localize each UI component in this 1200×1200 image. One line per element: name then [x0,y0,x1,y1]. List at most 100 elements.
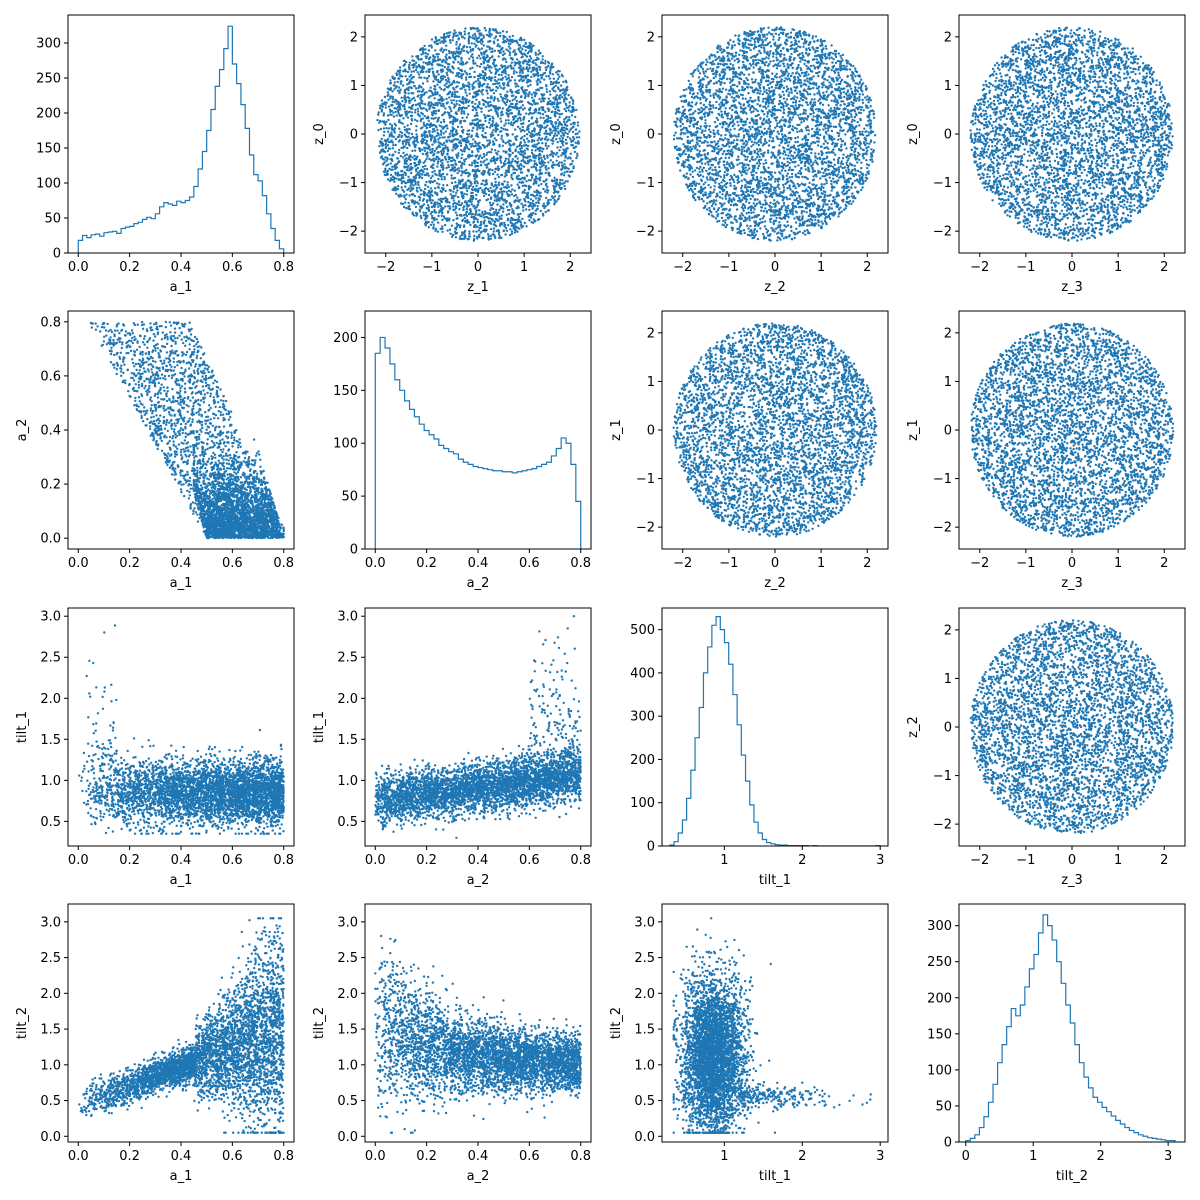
data-point [507,42,511,45]
data-point [464,91,467,94]
data-point [419,70,423,73]
data-point [510,222,513,225]
data-point [685,88,688,91]
data-point [481,129,484,132]
data-point [519,117,522,120]
y-tick-label: 100 [36,177,61,192]
data-point [486,233,490,236]
data-point [473,95,477,99]
data-point [525,55,529,58]
data-point [542,187,545,191]
data-point [458,99,461,103]
data-point [460,170,464,173]
data-point [493,106,496,110]
data-point [525,225,528,228]
data-point [460,195,464,198]
data-point [503,64,507,68]
data-point [501,144,504,147]
data-point [443,223,447,227]
data-point [762,232,765,236]
data-point [438,211,441,214]
data-point [551,179,554,183]
data-point [460,56,463,60]
data-point [479,186,482,190]
y-tick-label: 0 [350,128,358,143]
data-point [413,140,416,143]
data-point [398,91,401,95]
data-point [554,122,558,125]
data-point [441,225,444,228]
data-point [441,211,444,214]
data-point [393,81,396,84]
data-point [429,212,432,215]
data-point [482,44,485,47]
data-point [566,132,569,135]
data-point [513,171,517,175]
data-point [533,181,536,185]
data-point [440,178,443,181]
data-point [399,80,402,83]
data-point [531,199,535,203]
data-point [512,142,515,145]
data-point [391,141,394,144]
data-point [465,78,468,81]
data-point [388,167,391,170]
data-point [540,182,543,186]
data-point [399,130,402,133]
data-point [736,178,739,182]
data-point [562,120,566,124]
data-point [425,207,428,210]
data-point [393,100,396,104]
data-point [412,63,415,67]
data-point [553,163,556,167]
data-point [441,230,444,233]
data-point [545,90,549,94]
data-point [481,89,484,92]
data-point [432,153,435,157]
data-point [392,128,395,131]
data-point [437,116,441,120]
data-point [389,122,392,126]
data-point [493,42,496,45]
data-point [516,196,519,199]
data-point [515,120,518,123]
data-point [542,202,546,205]
data-point [424,218,427,221]
data-point [563,163,566,166]
data-point [420,93,423,97]
data-point [480,182,484,185]
data-point [390,113,393,116]
data-point [386,91,389,94]
data-point [540,147,543,150]
data-point [543,126,546,129]
data-point [558,75,561,79]
data-point [526,46,529,49]
data-point [536,83,539,86]
data-point [446,35,449,38]
data-point [465,207,468,211]
data-point [510,121,513,124]
data-point [403,160,407,163]
data-point [410,77,413,80]
data-point [398,160,401,164]
data-point [481,179,485,182]
data-point [471,122,474,125]
data-point [395,102,398,106]
data-point [488,139,491,142]
data-point [462,128,465,132]
data-point [376,118,379,122]
data-point [508,100,512,103]
data-point [451,140,454,143]
data-point [510,176,513,179]
data-point [405,153,409,156]
data-point [489,234,493,237]
data-point [523,134,526,138]
data-point [503,198,507,201]
data-point [498,199,501,202]
data-point [405,162,408,165]
data-point [463,33,467,36]
data-point [509,89,512,93]
data-point [523,75,527,78]
